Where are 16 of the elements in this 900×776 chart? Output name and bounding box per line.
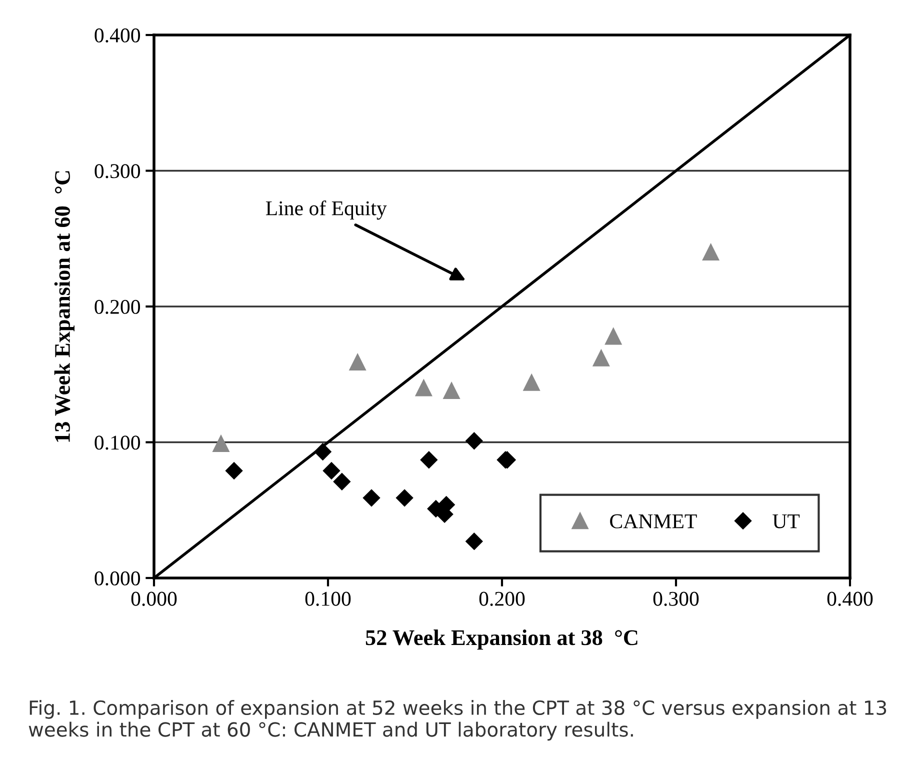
x-tick-label: 0.100 <box>305 592 351 606</box>
y-tick-label: 0.300 <box>94 164 140 178</box>
annotation: Line of Equity <box>266 200 387 220</box>
y-tick-label: 0.400 <box>94 28 140 43</box>
x-tick-label: 0.200 <box>479 592 525 606</box>
legend-label: UT <box>772 514 800 528</box>
legend-label: CANMET <box>610 514 697 528</box>
y-tick-label: 0.200 <box>94 300 140 314</box>
x-axis-title: 52 Week Expansion at 38 °C <box>366 630 638 650</box>
caption: Fig. 1. Comparison of expansion at 52 weeks in the CPT at 38 °C versus expansion at 13 weeks in the CPT at 60 °C: CANMET and UT laboratory results. <box>28 700 886 741</box>
y-tick-label: 0.100 <box>94 436 140 450</box>
y-tick-label: 0.000 <box>94 571 140 586</box>
x-tick-label: 0.300 <box>653 592 699 606</box>
y-axis-title: 13 Week Expansion at 60 °C <box>54 171 74 442</box>
x-tick-label: 0.000 <box>131 592 177 606</box>
x-tick-label: 0.400 <box>827 592 873 606</box>
